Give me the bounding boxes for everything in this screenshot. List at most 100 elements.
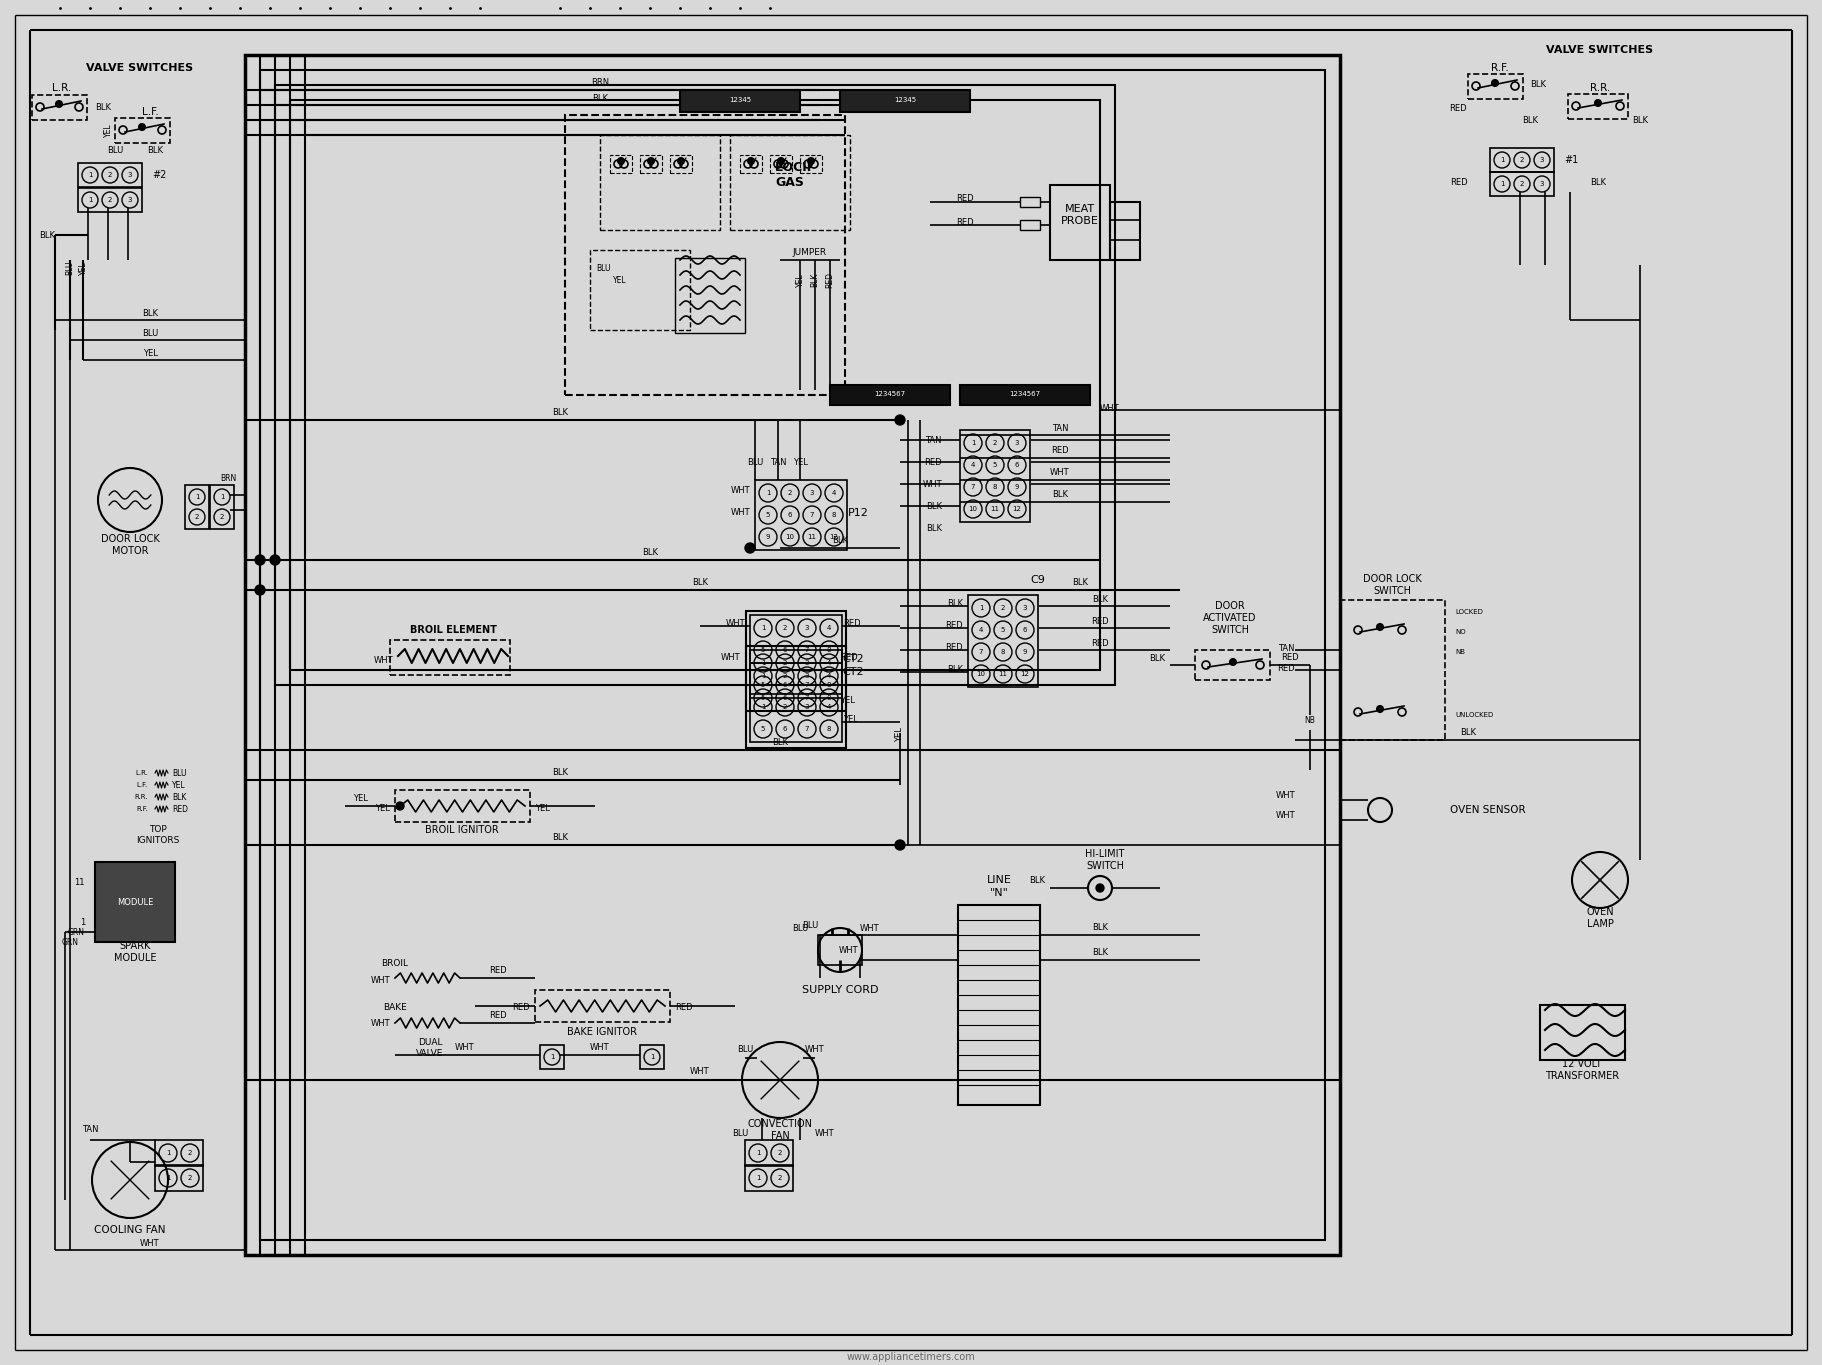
Text: 2: 2 (1520, 182, 1525, 187)
Text: 7: 7 (805, 647, 809, 652)
Text: UNLOCKED: UNLOCKED (1456, 713, 1494, 718)
Text: 1: 1 (971, 440, 975, 446)
Text: WHT: WHT (374, 655, 394, 665)
Text: DOOR LOCK
SWITCH: DOOR LOCK SWITCH (1363, 575, 1421, 595)
Bar (78, 162, 142, 187)
Text: BLU: BLU (802, 920, 818, 930)
Text: 3: 3 (805, 661, 809, 666)
Text: R.R.: R.R. (1591, 83, 1611, 93)
Bar (818, 935, 862, 965)
Bar (731, 135, 851, 229)
Text: 8: 8 (827, 682, 831, 688)
Text: BLK: BLK (95, 102, 111, 112)
Text: 3: 3 (128, 172, 133, 177)
Bar (751, 616, 842, 663)
Text: MEAT
PROBE: MEAT PROBE (1060, 205, 1099, 225)
Text: 4: 4 (971, 461, 975, 468)
Text: BLK: BLK (926, 524, 942, 532)
Text: 1: 1 (166, 1175, 169, 1181)
Text: 1: 1 (87, 197, 93, 203)
Text: BLU: BLU (747, 457, 763, 467)
Text: BLK: BLK (148, 146, 162, 154)
Text: R.F.: R.F. (1490, 63, 1509, 72)
Text: 6: 6 (1015, 461, 1018, 468)
Text: WHT: WHT (838, 946, 858, 954)
Text: RED: RED (946, 643, 964, 651)
Text: WHT: WHT (140, 1238, 160, 1248)
Text: 1: 1 (80, 917, 86, 927)
Text: 6: 6 (783, 726, 787, 732)
Text: EOCII
GAS: EOCII GAS (774, 161, 813, 188)
Text: 3: 3 (805, 625, 809, 631)
Bar (751, 693, 842, 743)
Text: 3: 3 (1022, 605, 1028, 612)
Text: 8: 8 (827, 647, 831, 652)
Text: www.appliancetimers.com: www.appliancetimers.com (847, 1351, 975, 1362)
Text: BLK: BLK (552, 408, 568, 416)
Text: RED: RED (1450, 177, 1469, 187)
Text: BLK: BLK (947, 665, 964, 673)
Text: 1: 1 (220, 494, 224, 500)
Text: MODULE: MODULE (117, 898, 153, 906)
Circle shape (778, 158, 783, 164)
Text: 12: 12 (1013, 506, 1022, 512)
Text: TOP
IGNITORS: TOP IGNITORS (137, 826, 180, 845)
Text: 2: 2 (778, 1175, 782, 1181)
Circle shape (1594, 100, 1602, 106)
Text: 3: 3 (1540, 182, 1545, 187)
Circle shape (138, 124, 146, 130)
Text: 2: 2 (783, 704, 787, 710)
Text: 1: 1 (762, 661, 765, 666)
Bar (33, 96, 87, 120)
Text: WHT: WHT (370, 976, 390, 984)
Text: RED: RED (844, 618, 860, 628)
Text: 11: 11 (807, 534, 816, 541)
Text: R.F.: R.F. (137, 805, 148, 812)
Text: WHT: WHT (814, 1129, 834, 1137)
Text: BLK: BLK (38, 231, 55, 239)
Text: BLU: BLU (66, 261, 75, 276)
Bar (1469, 74, 1523, 100)
Bar (1049, 186, 1110, 259)
Text: C9: C9 (1031, 575, 1046, 586)
Text: 2: 2 (220, 515, 224, 520)
Text: TAN: TAN (769, 457, 787, 467)
Text: 7: 7 (809, 512, 814, 517)
Text: 5: 5 (993, 461, 997, 468)
Text: L.F.: L.F. (137, 782, 148, 788)
Bar (680, 90, 800, 112)
Text: WHT: WHT (725, 618, 745, 628)
Text: YEL: YEL (353, 793, 368, 803)
Text: 12: 12 (829, 534, 838, 541)
Bar (771, 156, 793, 173)
Text: 6: 6 (783, 682, 787, 688)
Circle shape (255, 556, 264, 565)
Bar (831, 385, 949, 405)
Bar (536, 990, 670, 1022)
Text: BRN: BRN (220, 474, 237, 482)
Text: RED: RED (1051, 445, 1070, 455)
Text: 7: 7 (978, 648, 984, 655)
Text: BLK: BLK (552, 833, 568, 841)
Text: SUPPLY CORD: SUPPLY CORD (802, 986, 878, 995)
Text: BLK: BLK (142, 308, 159, 318)
Bar (967, 595, 1039, 687)
Circle shape (395, 803, 404, 809)
Text: DOOR
ACTIVATED
SWITCH: DOOR ACTIVATED SWITCH (1203, 602, 1257, 635)
Text: 3: 3 (809, 490, 814, 495)
Text: 2: 2 (783, 673, 787, 678)
Text: L.R.: L.R. (53, 83, 71, 93)
Text: 6: 6 (783, 647, 787, 652)
Text: TAN: TAN (82, 1126, 98, 1134)
Circle shape (895, 839, 906, 850)
Bar (960, 385, 1090, 405)
Text: BLK: BLK (1091, 947, 1108, 957)
Text: 4: 4 (827, 704, 831, 710)
Text: 5: 5 (762, 726, 765, 732)
Text: YEL: YEL (796, 273, 805, 287)
Text: RED: RED (488, 1010, 507, 1020)
Text: 1: 1 (765, 490, 771, 495)
Bar (599, 135, 720, 229)
Bar (745, 1164, 793, 1192)
Text: VALVE SWITCHES: VALVE SWITCHES (1547, 45, 1654, 55)
